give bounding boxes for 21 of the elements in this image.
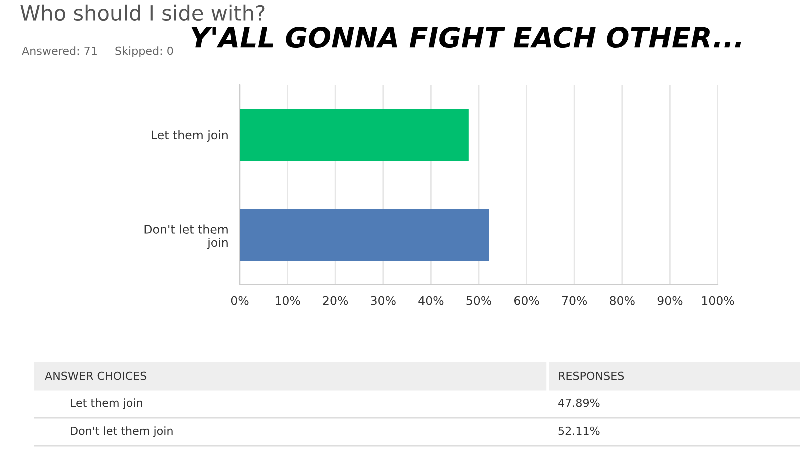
text: Y'ALL GONNA FIGHT EACH OTHER... bbox=[192, 27, 742, 48]
text: RESPONSES bbox=[559, 372, 624, 380]
x-tick-label: 60% bbox=[514, 296, 540, 306]
x-tick-label: 30% bbox=[371, 296, 396, 306]
text: Answered: 71 bbox=[22, 46, 97, 56]
x-tick-label: 90% bbox=[658, 296, 683, 306]
category-label: Don't let them join bbox=[71, 426, 173, 438]
x-tick-label: 20% bbox=[323, 296, 348, 306]
x-tick-label: 70% bbox=[562, 296, 588, 306]
text: 47.89% bbox=[558, 398, 600, 408]
x-tick-label: 50% bbox=[466, 296, 492, 306]
text: 52.11% bbox=[558, 426, 600, 436]
category-label: Let them join bbox=[71, 398, 142, 410]
chart-title: Who should I side with? bbox=[20, 4, 265, 22]
x-tick-label: 10% bbox=[276, 296, 300, 306]
x-tick-label: 40% bbox=[418, 296, 444, 306]
text: Skipped: 0 bbox=[116, 46, 174, 58]
x-tick-label: 100% bbox=[702, 296, 734, 306]
x-tick-label: 80% bbox=[610, 296, 635, 306]
x-tick-label: 0% bbox=[231, 296, 249, 306]
text: ANSWER CHOICES bbox=[45, 372, 147, 380]
